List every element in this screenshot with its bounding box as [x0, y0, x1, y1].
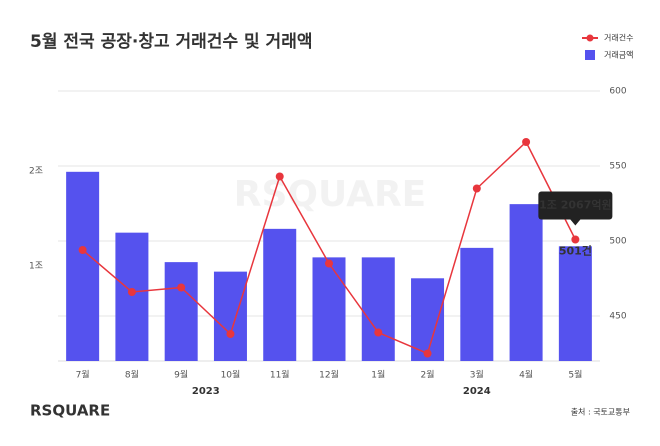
- bar: [361, 257, 395, 361]
- legend-label: 거래건수: [604, 33, 633, 43]
- bar: [115, 232, 149, 361]
- y-tick-label: 2조: [29, 166, 43, 176]
- bar: [263, 228, 297, 361]
- x-tick-label: 9월: [174, 369, 188, 381]
- chart-title: 5월 전국 공장·창고 거래건수 및 거래액: [30, 32, 312, 52]
- line-point: [226, 330, 235, 338]
- x-tick-label: 11월: [270, 369, 290, 381]
- callout-label: 1조 2067억원: [539, 198, 611, 212]
- bar: [460, 247, 494, 361]
- callout-box: [538, 191, 613, 220]
- logo: RSQUARE: [30, 402, 110, 420]
- y2-tick-label: 550: [609, 162, 626, 172]
- line-point: [127, 288, 136, 296]
- y2-tick-label: 450: [609, 312, 626, 322]
- watermark: RSQUARE: [234, 174, 427, 215]
- bar: [312, 257, 346, 361]
- value-label: 501건: [559, 244, 592, 258]
- y2-tick-label: 500: [609, 237, 626, 247]
- line-point: [423, 349, 432, 358]
- bar: [509, 204, 543, 361]
- bar: [558, 246, 592, 361]
- legend-marker: [586, 34, 594, 42]
- bar: [411, 278, 445, 361]
- x-group-label: 2024: [463, 386, 491, 397]
- line-point: [571, 235, 580, 244]
- bar: [213, 271, 247, 361]
- line-point: [374, 328, 383, 337]
- legend-marker: [585, 50, 595, 60]
- line-point: [325, 259, 333, 268]
- legend-label: 거래금액: [604, 50, 633, 60]
- line-point: [522, 138, 531, 146]
- x-tick-label: 2월: [421, 369, 435, 381]
- bar: [66, 171, 100, 361]
- x-tick-label: 12월: [319, 369, 339, 381]
- line-point: [472, 184, 481, 193]
- x-tick-label: 1월: [371, 369, 385, 381]
- callout-pointer: [570, 219, 581, 226]
- line-point: [275, 172, 284, 181]
- x-group-label: 2023: [192, 386, 220, 397]
- x-tick-label: 10월: [221, 369, 241, 381]
- x-tick-label: 4월: [519, 369, 533, 381]
- line-point: [78, 246, 87, 254]
- x-tick-label: 5월: [568, 369, 582, 381]
- x-tick-label: 8월: [125, 369, 139, 381]
- x-tick-label: 7월: [76, 369, 90, 381]
- line-point: [177, 283, 186, 292]
- y-tick-label: 1조: [29, 261, 43, 271]
- y2-tick-label: 600: [609, 87, 626, 97]
- bar: [164, 262, 198, 361]
- x-tick-label: 3월: [470, 369, 484, 381]
- source: 출처 : 국토교통부: [571, 407, 630, 417]
